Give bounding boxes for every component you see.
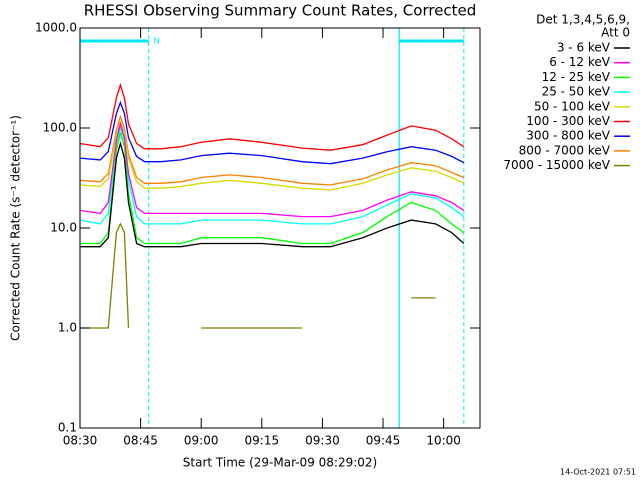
x-tick-label: 09:45 <box>366 434 401 448</box>
legend-label: 50 - 100 keV <box>534 99 611 113</box>
legend-label: 7000 - 15000 keV <box>503 158 610 172</box>
legend-label: 12 - 25 keV <box>542 70 611 84</box>
x-tick-label: 10:00 <box>426 434 461 448</box>
interval-label: N <box>154 37 160 46</box>
series-line <box>80 132 465 245</box>
x-axis-label: Start Time (29-Mar-09 08:29:02) <box>183 456 377 470</box>
legend-title: Att 0 <box>601 26 630 40</box>
legend-label: 3 - 6 keV <box>557 41 611 55</box>
series-line <box>79 114 465 186</box>
series-line <box>80 222 436 329</box>
x-tick-label: 08:45 <box>123 434 158 448</box>
series-line <box>79 100 465 165</box>
legend-label: 6 - 12 keV <box>549 55 611 69</box>
y-tick-label: 1000.0 <box>35 21 77 35</box>
series-line <box>79 82 465 151</box>
x-tick-label: 09:00 <box>184 434 219 448</box>
y-axis-label: Corrected Count Rate (s⁻¹ detector⁻¹) <box>9 115 23 341</box>
x-tick-label: 09:30 <box>305 434 340 448</box>
y-tick-label: 1.0 <box>58 321 77 335</box>
plot-area: N <box>79 28 465 428</box>
y-tick-label: 10.0 <box>50 221 77 235</box>
x-tick-label: 08:30 <box>63 434 98 448</box>
legend-label: 800 - 7000 keV <box>519 143 611 157</box>
series-line <box>79 125 465 225</box>
series-line <box>80 141 465 248</box>
timestamp: 14-Oct-2021 07:51 <box>560 468 636 477</box>
y-tick-label: 0.1 <box>58 421 77 435</box>
legend-title: Det 1,3,4,5,6,9, <box>536 13 630 27</box>
legend-label: 300 - 800 keV <box>526 129 610 143</box>
series-line <box>79 119 465 191</box>
legend-label: 25 - 50 keV <box>542 85 611 99</box>
x-tick-label: 09:15 <box>245 434 280 448</box>
legend-label: 100 - 300 keV <box>526 114 610 128</box>
y-tick-label: 100.0 <box>43 121 77 135</box>
chart-title: RHESSI Observing Summary Count Rates, Co… <box>84 2 477 20</box>
series-line <box>79 121 465 218</box>
